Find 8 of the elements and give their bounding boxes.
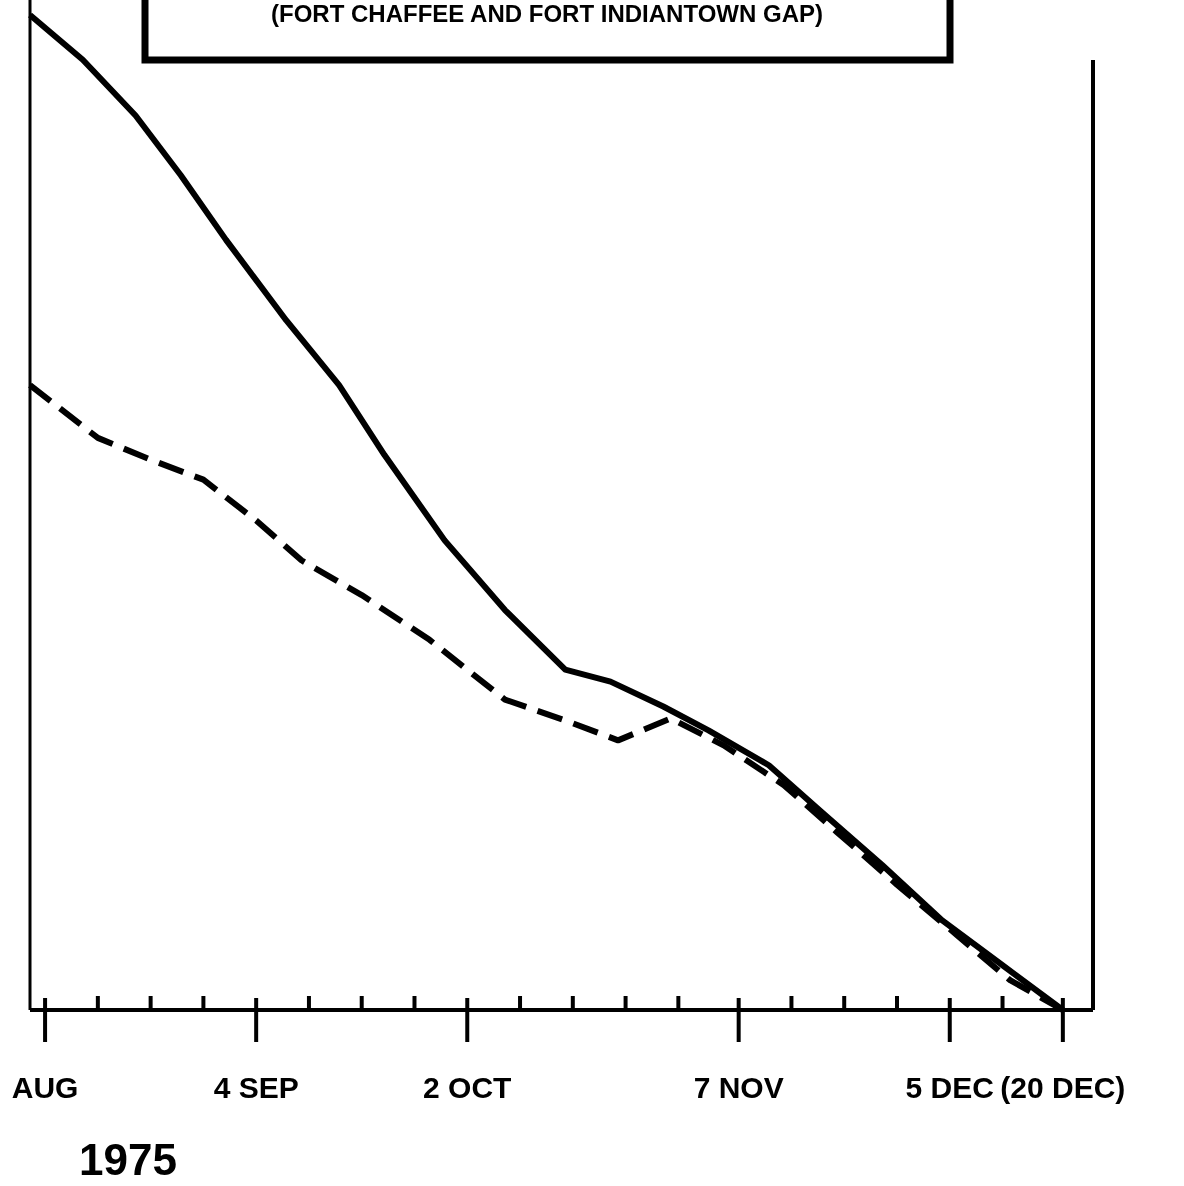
x-tick-label: 7 NOV xyxy=(693,1071,784,1104)
text: 1975 xyxy=(79,1135,177,1184)
x-tick-label: (20 DEC) xyxy=(1000,1071,1126,1104)
x-tick-label: 2 OCT xyxy=(423,1071,512,1104)
chart-title: (FORT CHAFFEE AND FORT INDIANTOWN GAP) xyxy=(271,0,823,27)
x-tick-label: 5 DEC xyxy=(905,1071,994,1104)
x-tick-label: 4 SEP xyxy=(213,1071,299,1104)
x-tick-label: AUG xyxy=(11,1071,79,1104)
